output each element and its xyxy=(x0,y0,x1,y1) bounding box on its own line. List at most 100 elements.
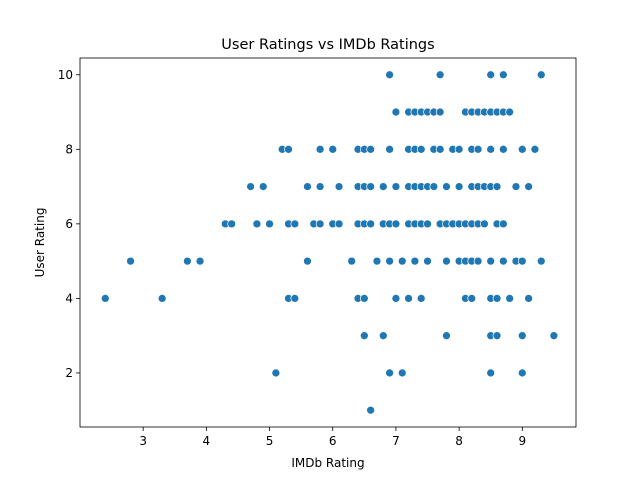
x-tick-label-1: 4 xyxy=(203,434,211,448)
x-axis-label: IMDb Rating xyxy=(291,456,364,470)
data-point-129 xyxy=(505,107,515,117)
data-point-142 xyxy=(549,331,559,341)
data-point-66 xyxy=(410,256,420,266)
data-point-107 xyxy=(473,256,483,266)
data-point-9 xyxy=(258,182,268,191)
data-point-45 xyxy=(378,331,388,341)
data-point-135 xyxy=(517,331,527,341)
data-point-138 xyxy=(524,294,533,303)
data-point-128 xyxy=(498,256,508,266)
x-axis-ticks: 3 4 5 6 7 8 9 xyxy=(139,427,526,448)
data-point-90 xyxy=(454,182,464,191)
data-point-16 xyxy=(290,219,300,229)
data-point-13 xyxy=(284,144,293,154)
data-point-46 xyxy=(385,70,394,80)
data-point-126 xyxy=(498,144,508,154)
data-point-10 xyxy=(265,219,274,229)
data-point-11 xyxy=(271,368,281,378)
x-tick-label-2: 5 xyxy=(266,434,274,448)
x-tick-label-6: 9 xyxy=(518,434,526,448)
data-point-1 xyxy=(126,256,135,266)
data-point-55 xyxy=(397,256,407,266)
data-point-123 xyxy=(492,331,502,341)
data-point-36 xyxy=(359,294,369,303)
data-point-86 xyxy=(442,331,451,341)
data-point-3 xyxy=(183,256,192,266)
data-point-51 xyxy=(391,107,401,117)
data-point-2 xyxy=(157,294,167,303)
data-point-141 xyxy=(536,256,546,266)
data-point-127 xyxy=(498,219,508,229)
data-point-120 xyxy=(492,182,502,191)
data-point-115 xyxy=(486,256,496,266)
y-axis-ticks: 2 4 6 8 10 xyxy=(58,68,80,380)
chart-title: User Ratings vs IMDb Ratings xyxy=(221,37,434,53)
data-point-42 xyxy=(372,256,382,266)
data-point-124 xyxy=(498,70,508,80)
data-point-111 xyxy=(486,70,496,80)
data-point-118 xyxy=(486,368,496,378)
data-point-102 xyxy=(467,294,477,303)
data-point-49 xyxy=(385,256,394,266)
data-point-139 xyxy=(530,144,540,154)
data-point-68 xyxy=(416,144,426,154)
data-point-80 xyxy=(435,107,445,117)
data-point-71 xyxy=(416,294,426,303)
data-point-89 xyxy=(454,144,464,154)
data-point-104 xyxy=(473,144,483,154)
y-tick-label-2: 6 xyxy=(65,217,73,231)
data-point-26 xyxy=(334,182,344,191)
data-point-27 xyxy=(334,219,344,229)
x-tick-label-4: 7 xyxy=(392,434,400,448)
data-point-113 xyxy=(486,144,496,154)
data-point-39 xyxy=(366,182,375,191)
data-point-53 xyxy=(391,219,401,229)
data-point-78 xyxy=(429,182,439,191)
data-point-19 xyxy=(303,256,312,266)
data-point-8 xyxy=(252,219,262,229)
data-point-41 xyxy=(366,405,375,415)
data-point-140 xyxy=(536,70,546,80)
data-point-52 xyxy=(391,182,401,191)
data-point-85 xyxy=(442,256,451,266)
plot-frame xyxy=(79,57,577,428)
data-point-28 xyxy=(347,256,357,266)
x-tick-label-5: 8 xyxy=(455,434,463,448)
data-point-136 xyxy=(517,368,527,378)
y-axis-label: User Rating xyxy=(33,208,47,278)
data-point-54 xyxy=(391,294,401,303)
data-point-6 xyxy=(227,219,236,229)
y-tick-label-1: 4 xyxy=(65,291,73,305)
data-point-4 xyxy=(195,256,205,266)
x-tick-label-0: 3 xyxy=(139,434,147,448)
data-point-130 xyxy=(505,294,515,303)
data-point-17 xyxy=(290,294,300,303)
data-point-81 xyxy=(435,144,445,154)
y-tick-label-0: 2 xyxy=(65,366,73,380)
data-point-79 xyxy=(435,70,445,80)
data-point-50 xyxy=(385,368,394,378)
data-point-0 xyxy=(100,294,110,303)
data-point-23 xyxy=(315,219,325,229)
data-point-133 xyxy=(517,144,527,154)
data-point-131 xyxy=(511,182,521,191)
data-point-24 xyxy=(328,144,338,154)
data-point-38 xyxy=(366,144,375,154)
data-point-74 xyxy=(423,219,432,229)
data-point-7 xyxy=(246,182,255,191)
data-point-83 xyxy=(442,182,451,191)
data-point-22 xyxy=(315,182,325,191)
data-point-122 xyxy=(492,294,502,303)
data-point-134 xyxy=(517,256,527,266)
data-point-40 xyxy=(366,219,375,229)
data-point-47 xyxy=(385,144,394,154)
y-tick-label-4: 10 xyxy=(58,68,73,82)
data-points xyxy=(100,70,559,415)
data-point-75 xyxy=(423,256,432,266)
y-tick-label-3: 8 xyxy=(65,142,73,156)
data-point-18 xyxy=(303,182,312,191)
x-tick-label-3: 6 xyxy=(329,434,337,448)
data-point-110 xyxy=(480,219,489,229)
